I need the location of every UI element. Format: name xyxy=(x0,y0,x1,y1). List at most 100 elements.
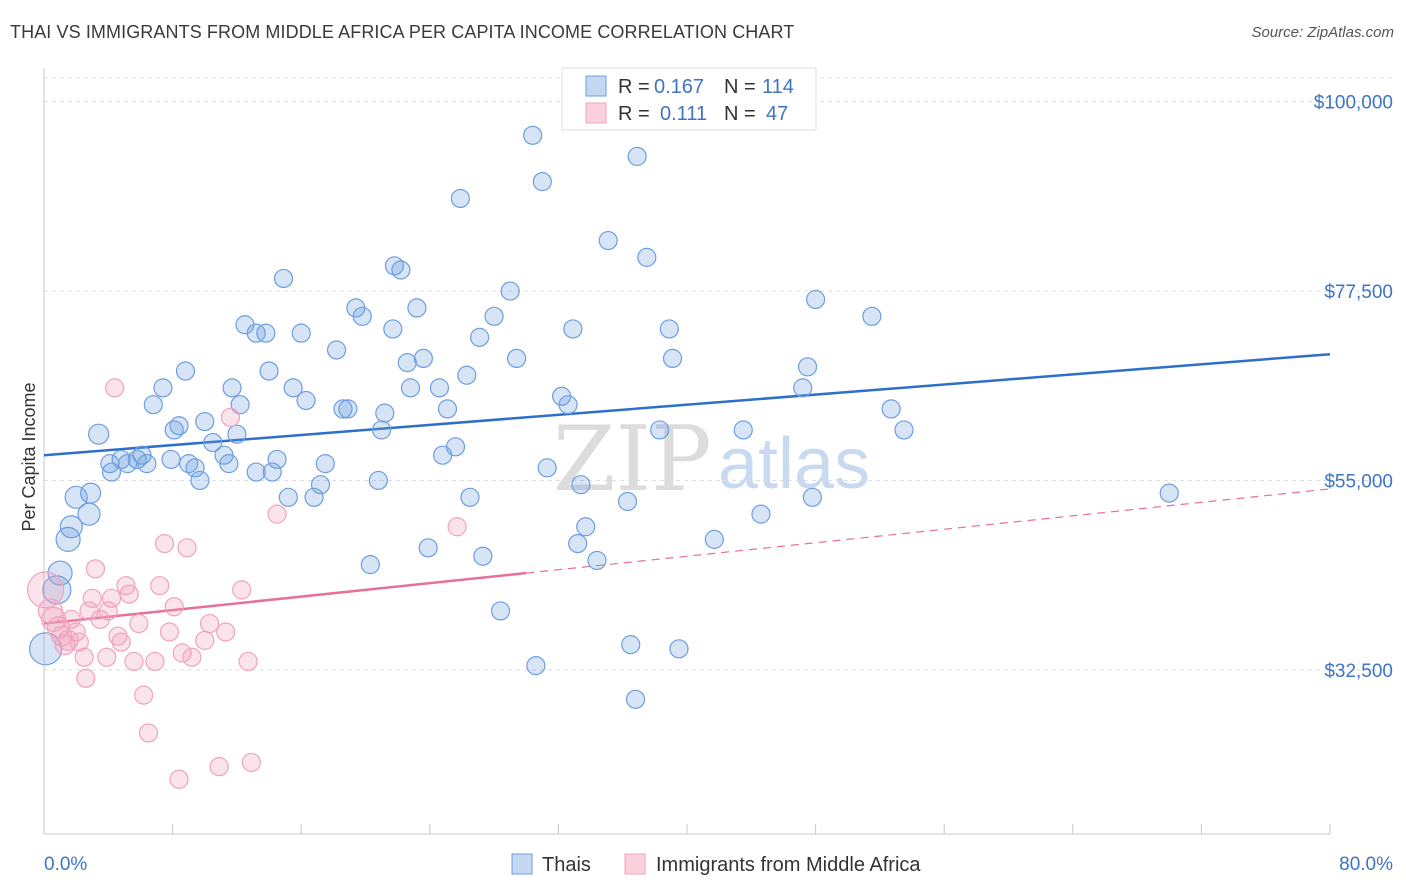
thais-point xyxy=(894,420,914,440)
middle-africa-point xyxy=(267,504,287,524)
thais-trend-line xyxy=(43,352,1331,457)
thais-point xyxy=(80,482,102,504)
middle-africa-point xyxy=(169,769,189,789)
thais-point xyxy=(262,462,282,482)
thais-point xyxy=(751,504,771,524)
thais-point xyxy=(296,390,316,411)
stats-blue-swatch xyxy=(585,75,607,97)
middle-africa-point xyxy=(195,630,215,650)
stats-blue-n-label: N = xyxy=(724,76,756,98)
watermark: ZIP atlas xyxy=(553,407,870,512)
thais-point xyxy=(59,515,83,539)
thais-point xyxy=(802,487,822,507)
middle-africa-point xyxy=(82,588,102,608)
thais-point xyxy=(617,491,638,512)
middle-africa-point xyxy=(111,632,131,652)
stats-pink-r-value: 0.111 xyxy=(660,103,707,125)
middle-africa-point xyxy=(145,651,165,672)
thais-point xyxy=(418,538,438,558)
middle-africa-point xyxy=(238,651,258,672)
middle-africa-point xyxy=(241,752,261,773)
thais-point xyxy=(256,323,276,343)
thais-point xyxy=(571,475,591,495)
thais-point xyxy=(352,306,372,326)
thais-point xyxy=(360,555,380,575)
thais-point xyxy=(267,449,287,470)
thais-point xyxy=(203,432,223,453)
middle-africa-trend-line xyxy=(43,571,527,625)
middle-africa-point xyxy=(108,626,128,646)
x-ticks xyxy=(43,824,1331,834)
legend-middle-africa-label: Immigrants from Middle Africa xyxy=(656,854,921,876)
stats-box: R = 0.167 N = 114 R = 0.111 N = 47 xyxy=(561,67,817,131)
thais-point xyxy=(490,601,511,621)
trend-lines xyxy=(43,352,1331,625)
thais-point xyxy=(77,502,101,526)
thais-point xyxy=(662,348,683,369)
middle-africa-point xyxy=(154,533,175,554)
thais-point xyxy=(1159,483,1179,503)
legend-middle-africa-swatch xyxy=(624,853,646,875)
legend-thais-swatch xyxy=(511,853,533,875)
thais-point xyxy=(437,399,458,419)
middle-africa-point xyxy=(232,580,252,600)
middle-africa-point xyxy=(159,622,179,642)
thais-point xyxy=(64,485,88,509)
middle-africa-point xyxy=(177,538,197,558)
grid-lines xyxy=(44,77,1392,671)
data-points xyxy=(27,125,1179,789)
middle-africa-point xyxy=(134,685,154,705)
thais-point xyxy=(576,517,596,537)
thais-point xyxy=(185,458,205,478)
middle-africa-point xyxy=(209,757,229,777)
middle-africa-point xyxy=(76,668,96,688)
thais-point xyxy=(598,230,618,251)
thais-point xyxy=(862,306,882,326)
thais-point xyxy=(797,357,818,377)
thais-point xyxy=(526,656,546,676)
thais-point xyxy=(161,449,181,470)
middle-africa-point xyxy=(98,601,118,621)
thais-point xyxy=(704,529,724,549)
thais-point xyxy=(371,420,392,440)
thais-point xyxy=(246,462,266,482)
thais-point xyxy=(29,632,63,666)
thais-point xyxy=(88,423,110,445)
thais-point xyxy=(397,353,417,373)
thais-point xyxy=(222,378,242,398)
x-tick-max: 80.0% xyxy=(1339,854,1393,875)
thais-point xyxy=(259,361,279,381)
thais-point xyxy=(429,378,450,398)
thais-point xyxy=(445,437,466,457)
legend: Thais Immigrants from Middle Africa xyxy=(511,853,921,876)
stats-pink-n-value: 47 xyxy=(766,103,788,125)
stats-blue-n-value: 114 xyxy=(762,76,794,98)
thais-point xyxy=(537,458,557,478)
thais-point xyxy=(375,403,395,423)
y-axis-label: Per Capita Income xyxy=(19,382,39,531)
middle-africa-point xyxy=(97,647,117,667)
middle-africa-point xyxy=(69,632,89,652)
thais-point xyxy=(283,378,303,398)
y-tick-label: $32,500 xyxy=(1324,661,1393,682)
middle-africa-point xyxy=(124,651,144,672)
middle-africa-point xyxy=(105,378,125,398)
thais-point xyxy=(400,378,421,398)
thais-point xyxy=(278,487,298,507)
thais-point xyxy=(117,454,138,474)
thais-point xyxy=(523,125,543,145)
middle-africa-point xyxy=(216,622,236,642)
middle-africa-point xyxy=(447,517,467,537)
y-tick-label: $55,000 xyxy=(1324,471,1393,492)
chart-source: Source: ZipAtlas.com xyxy=(1251,24,1394,41)
thais-point xyxy=(391,260,411,280)
thais-point xyxy=(558,395,578,415)
chart-title: THAI VS IMMIGRANTS FROM MIDDLE AFRICA PE… xyxy=(10,22,795,42)
thais-point xyxy=(450,188,470,209)
legend-thais-label: Thais xyxy=(542,854,591,876)
watermark-atlas: atlas xyxy=(718,424,870,504)
thais-point xyxy=(326,340,347,360)
thais-point xyxy=(563,319,583,339)
middle-africa-trend-extension xyxy=(526,488,1331,574)
